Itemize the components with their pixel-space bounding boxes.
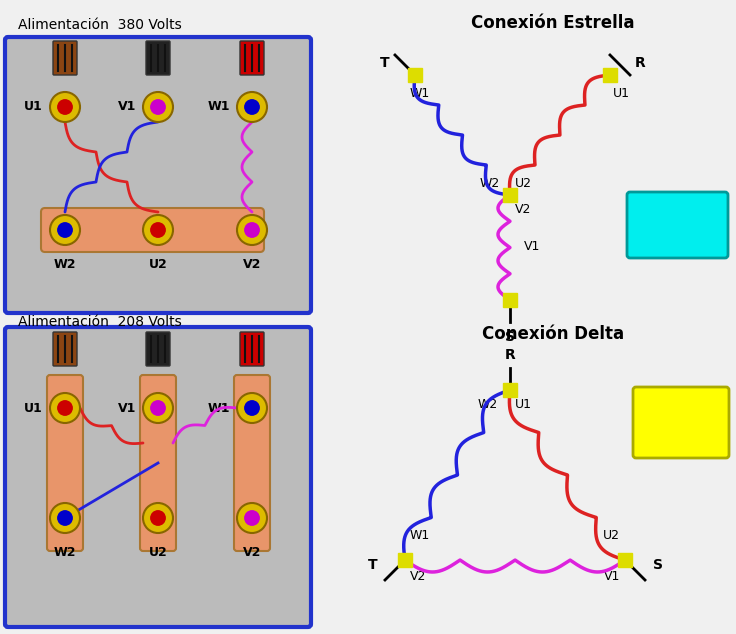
- Text: V1: V1: [118, 401, 136, 415]
- Bar: [503, 383, 517, 397]
- Bar: [503, 293, 517, 307]
- Circle shape: [245, 100, 259, 114]
- Circle shape: [50, 215, 80, 245]
- Circle shape: [143, 393, 173, 423]
- Text: U1: U1: [613, 87, 630, 100]
- FancyBboxPatch shape: [41, 208, 264, 252]
- Bar: [503, 188, 517, 202]
- Text: R: R: [505, 348, 515, 362]
- Circle shape: [237, 503, 267, 533]
- FancyBboxPatch shape: [240, 41, 264, 75]
- Text: W1: W1: [208, 401, 230, 415]
- Text: W2: W2: [480, 177, 500, 190]
- Text: S: S: [653, 558, 663, 572]
- Circle shape: [151, 223, 165, 237]
- Text: W2: W2: [54, 258, 77, 271]
- Text: V1: V1: [118, 101, 136, 113]
- Text: W2: W2: [54, 546, 77, 559]
- Text: V2: V2: [410, 570, 426, 583]
- FancyBboxPatch shape: [47, 375, 83, 551]
- Circle shape: [58, 100, 72, 114]
- Text: Alto
Voltaje: Alto Voltaje: [647, 209, 707, 241]
- Text: T: T: [381, 56, 390, 70]
- FancyBboxPatch shape: [240, 332, 264, 366]
- Circle shape: [151, 511, 165, 525]
- Text: V2: V2: [243, 546, 261, 559]
- Circle shape: [50, 503, 80, 533]
- Circle shape: [151, 401, 165, 415]
- Text: W1: W1: [208, 101, 230, 113]
- Text: Alimentación  208 Volts: Alimentación 208 Volts: [18, 315, 182, 329]
- Circle shape: [151, 100, 165, 114]
- Text: T: T: [367, 558, 377, 572]
- Circle shape: [237, 92, 267, 122]
- Text: W1: W1: [410, 529, 431, 542]
- Text: Conexión Estrella: Conexión Estrella: [471, 14, 634, 32]
- Text: Conexión Delta: Conexión Delta: [482, 325, 624, 343]
- Text: W1: W1: [410, 87, 431, 100]
- Circle shape: [245, 511, 259, 525]
- Circle shape: [237, 215, 267, 245]
- Text: U2: U2: [515, 177, 532, 190]
- Bar: [408, 68, 422, 82]
- FancyBboxPatch shape: [234, 375, 270, 551]
- Circle shape: [50, 393, 80, 423]
- Text: U1: U1: [24, 101, 43, 113]
- FancyBboxPatch shape: [140, 375, 176, 551]
- FancyBboxPatch shape: [146, 41, 170, 75]
- FancyBboxPatch shape: [627, 192, 728, 258]
- FancyBboxPatch shape: [146, 332, 170, 366]
- Text: V1: V1: [524, 240, 540, 254]
- Text: Alimentación  380 Volts: Alimentación 380 Volts: [18, 18, 182, 32]
- FancyBboxPatch shape: [53, 332, 77, 366]
- Text: U2: U2: [603, 529, 620, 542]
- FancyBboxPatch shape: [53, 41, 77, 75]
- Circle shape: [50, 92, 80, 122]
- Text: U2: U2: [149, 546, 167, 559]
- Circle shape: [58, 401, 72, 415]
- Circle shape: [58, 223, 72, 237]
- Circle shape: [143, 503, 173, 533]
- Circle shape: [245, 223, 259, 237]
- Text: W2: W2: [478, 398, 498, 411]
- Circle shape: [245, 401, 259, 415]
- Text: S: S: [505, 330, 515, 344]
- Text: R: R: [635, 56, 645, 70]
- Circle shape: [143, 215, 173, 245]
- Bar: [618, 553, 632, 567]
- FancyBboxPatch shape: [633, 387, 729, 458]
- Text: V2: V2: [243, 258, 261, 271]
- Text: U2: U2: [149, 258, 167, 271]
- FancyBboxPatch shape: [5, 37, 311, 313]
- Circle shape: [58, 511, 72, 525]
- Text: U1: U1: [24, 401, 43, 415]
- Circle shape: [237, 393, 267, 423]
- Bar: [398, 553, 412, 567]
- Bar: [603, 68, 617, 82]
- Text: Bajo
Voltaje: Bajo Voltaje: [651, 406, 711, 438]
- Circle shape: [143, 92, 173, 122]
- Text: V2: V2: [515, 203, 531, 216]
- Text: U1: U1: [515, 398, 532, 411]
- FancyBboxPatch shape: [5, 327, 311, 627]
- Text: V1: V1: [604, 570, 620, 583]
